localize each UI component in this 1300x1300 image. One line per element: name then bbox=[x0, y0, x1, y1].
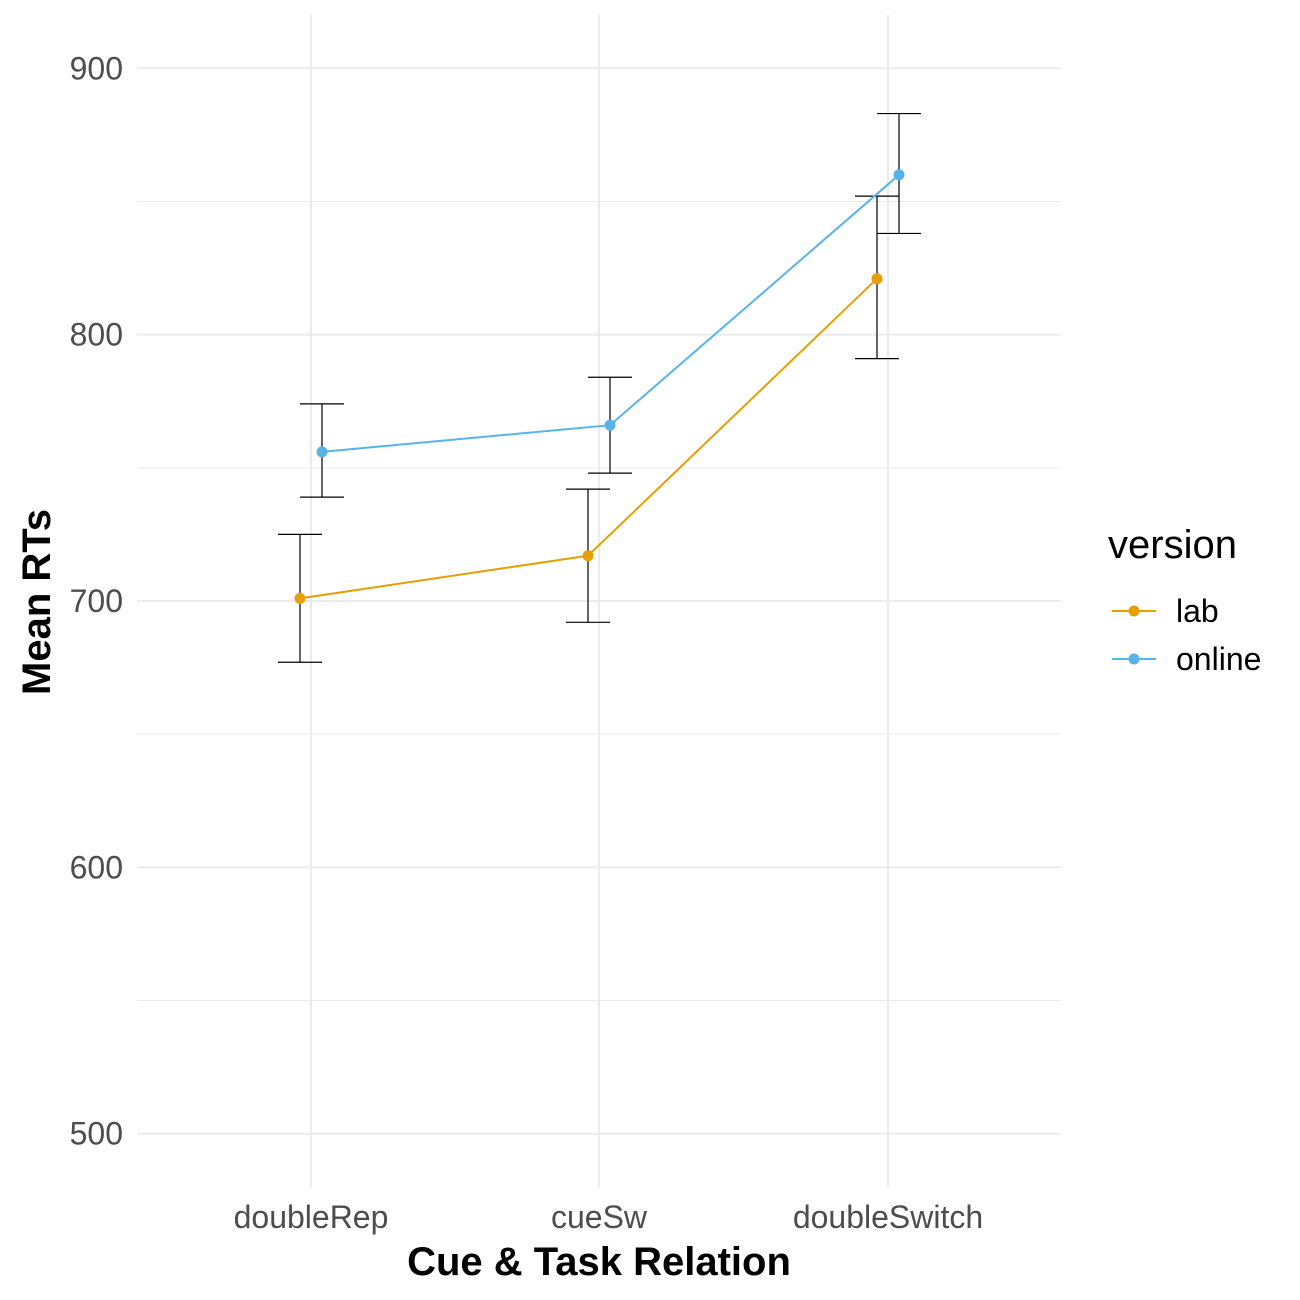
x-tick-label: doubleRep bbox=[234, 1199, 389, 1235]
legend-key-point bbox=[1128, 653, 1140, 665]
y-tick-label: 500 bbox=[70, 1116, 123, 1152]
data-point-lab bbox=[294, 592, 306, 604]
legend-item-online: online bbox=[1112, 641, 1261, 677]
legend-title: version bbox=[1108, 523, 1237, 567]
legend-label: lab bbox=[1176, 593, 1219, 629]
series-points bbox=[294, 169, 905, 604]
x-axis-title: Cue & Task Relation bbox=[407, 1240, 791, 1284]
data-point-online bbox=[604, 419, 616, 431]
data-point-lab bbox=[582, 550, 594, 562]
y-tick-label: 900 bbox=[70, 50, 123, 86]
x-tick-label: doubleSwitch bbox=[793, 1199, 983, 1235]
y-tick-label: 700 bbox=[70, 583, 123, 619]
legend-item-lab: lab bbox=[1112, 593, 1219, 629]
data-point-online bbox=[893, 169, 905, 181]
y-axis-title: Mean RTs bbox=[15, 509, 59, 695]
y-tick-labels: 500 600 700 800 900 bbox=[70, 50, 123, 1151]
x-tick-label: cueSw bbox=[551, 1199, 648, 1235]
legend-key-point bbox=[1128, 605, 1140, 617]
data-point-lab bbox=[871, 273, 883, 285]
grid bbox=[137, 15, 1061, 1187]
y-tick-label: 600 bbox=[70, 849, 123, 885]
y-tick-label: 800 bbox=[70, 317, 123, 353]
legend-label: online bbox=[1176, 641, 1261, 677]
legend: version lab online bbox=[1108, 523, 1261, 677]
x-tick-labels: doubleRep cueSw doubleSwitch bbox=[234, 1199, 984, 1235]
data-point-online bbox=[316, 446, 328, 458]
